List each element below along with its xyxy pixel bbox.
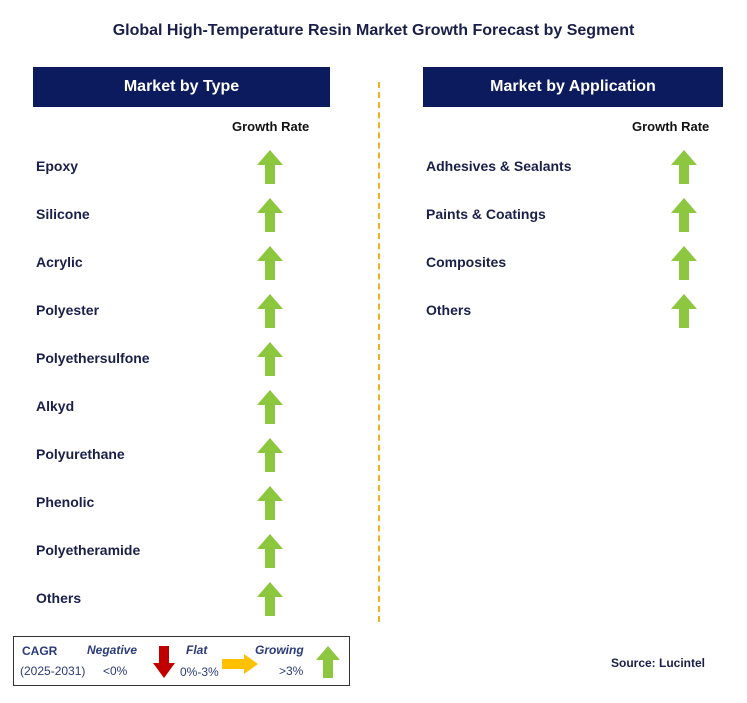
up-arrow-icon [257,438,283,472]
type-segment-label: Epoxy [36,158,79,174]
up-arrow-icon [257,246,283,280]
legend-down-arrow-icon [153,646,175,678]
application-segment-label: Paints & Coatings [426,206,546,222]
type-segment-label: Acrylic [36,254,83,270]
type-segment-label: Polyurethane [36,446,125,462]
up-arrow-icon [257,294,283,328]
legend-period: (2025-2031) [20,664,86,678]
up-arrow-icon [257,534,283,568]
application-growth-rate-label: Growth Rate [632,119,710,134]
legend-right-arrow-icon [222,654,258,674]
cagr-legend: CAGR (2025-2031) Negative <0% Flat 0%-3%… [13,636,350,686]
panel-divider [378,82,380,622]
type-segment-label: Silicone [36,206,90,222]
type-segment-label: Others [36,590,82,606]
up-arrow-icon [671,150,697,184]
legend-growing-range: >3% [279,664,304,678]
market-by-application-header: Market by Application [423,67,723,107]
up-arrow-icon [257,582,283,616]
type-segment-label: Phenolic [36,494,95,510]
up-arrow-icon [257,150,283,184]
up-arrow-icon [257,390,283,424]
up-arrow-icon [257,486,283,520]
legend-flat-label: Flat [186,643,208,657]
legend-growing-label: Growing [255,643,304,657]
application-segment-label: Composites [426,254,507,270]
up-arrow-icon [671,246,697,280]
chart-title: Global High-Temperature Resin Market Gro… [112,22,635,39]
type-growth-rate-label: Growth Rate [232,119,310,134]
legend-cagr-label: CAGR [22,644,58,658]
type-segment-label: Polyethersulfone [36,350,150,366]
source-note: Source: Lucintel [611,656,706,670]
type-segment-label: Polyester [36,302,100,318]
up-arrow-icon [257,198,283,232]
legend-negative-label: Negative [87,643,138,657]
type-segment-label: Polyetheramide [36,542,141,558]
legend-up-arrow-icon [316,646,340,678]
market-by-type-header: Market by Type [33,67,330,107]
legend-flat-range: 0%-3% [180,665,219,679]
up-arrow-icon [671,198,697,232]
up-arrow-icon [257,342,283,376]
legend-negative-range: <0% [103,664,128,678]
application-segment-label: Adhesives & Sealants [426,158,572,174]
application-segment-label: Others [426,302,472,318]
type-segment-label: Alkyd [36,398,75,414]
up-arrow-icon [671,294,697,328]
